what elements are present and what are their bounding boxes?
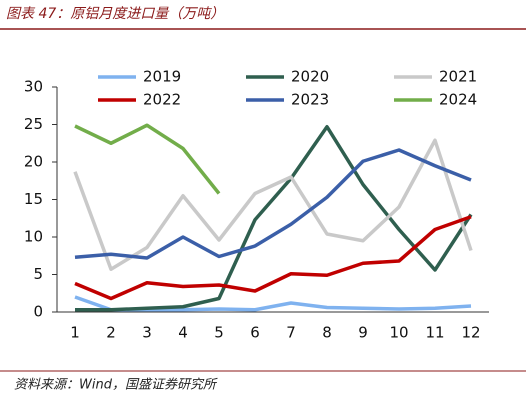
series-line <box>75 125 473 312</box>
x-tick-label: 10 <box>389 324 408 342</box>
y-tick-label: 10 <box>24 228 43 246</box>
x-tick-label: 8 <box>322 324 332 342</box>
legend-label: 2022 <box>143 91 181 109</box>
x-tick-label: 2 <box>106 324 116 342</box>
x-tick-label: 6 <box>250 324 260 342</box>
source: 资料来源：Wind，国盛证券研究所 <box>14 377 218 393</box>
x-tick-label: 3 <box>142 324 152 342</box>
series-line <box>74 123 221 195</box>
x-tick-label: 12 <box>461 324 480 342</box>
x-tick-label: 4 <box>178 324 188 342</box>
series-line <box>73 138 473 271</box>
legend-label: 2021 <box>439 68 477 86</box>
y-tick-label: 20 <box>24 153 43 171</box>
y-tick-label: 30 <box>24 78 43 96</box>
x-tick-label: 1 <box>70 324 80 342</box>
legend-label: 2023 <box>291 91 329 109</box>
x-tick-label: 7 <box>286 324 296 342</box>
series-line <box>74 148 472 260</box>
chart-title: 图表 47：原铝月度进口量（万吨） <box>6 6 224 22</box>
x-tick-label: 11 <box>425 324 444 342</box>
legend-label: 2019 <box>143 68 181 86</box>
legend-label: 2024 <box>439 91 477 109</box>
y-tick-label: 25 <box>24 115 43 133</box>
y-tick-label: 5 <box>33 265 43 283</box>
legend-label: 2020 <box>291 68 329 86</box>
series-line <box>74 215 472 301</box>
x-tick-label: 9 <box>358 324 368 342</box>
y-tick-label: 15 <box>24 190 43 208</box>
y-tick-label: 0 <box>33 303 43 321</box>
x-tick-label: 5 <box>214 324 224 342</box>
